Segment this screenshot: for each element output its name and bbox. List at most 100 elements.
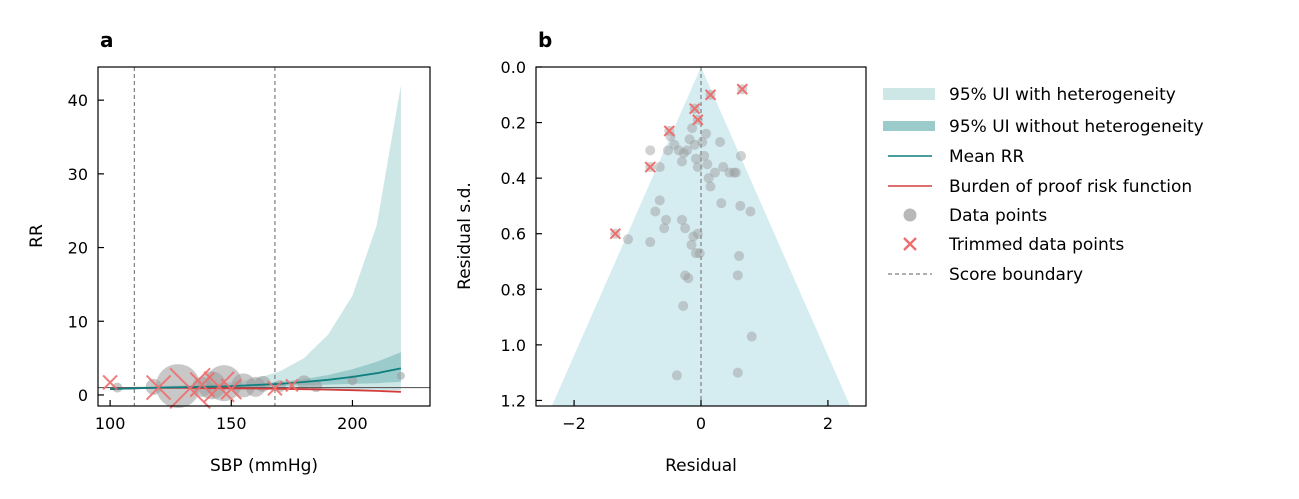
chart-b-panel-label: b — [538, 28, 552, 52]
chart-b: b −2 0 2 0.0 0.2 0.4 0.6 0.8 1.0 1.2 Residual Re… — [455, 28, 867, 476]
chart-b-data-point-18 — [703, 173, 714, 184]
chart-b-x-axis: −2 0 2 — [562, 400, 833, 433]
chart-a-y-tick-label-4: 40 — [68, 91, 88, 110]
chart-b-data-point-9 — [684, 134, 695, 145]
chart-a-y-axis-label: RR — [27, 224, 47, 248]
chart-b-data-point-6 — [676, 156, 687, 167]
chart-b-data-point-44 — [683, 273, 694, 284]
legend-swatch-ui-with-heterogeneity — [883, 88, 935, 100]
chart-b-y-tick-label-3: 0.6 — [501, 225, 526, 244]
chart-b-data-point-34 — [692, 228, 703, 239]
chart-a-x-tick-label-2: 200 — [337, 414, 368, 433]
chart-b-data-point-24 — [729, 167, 739, 178]
legend-label-data-points: Data points — [949, 206, 1047, 226]
legend-swatch-data-points — [903, 208, 917, 222]
chart-a-y-tick-label-2: 20 — [68, 239, 88, 258]
chart-b-y-tick-label-4: 0.8 — [501, 280, 526, 299]
chart-a-trimmed-point-0 — [102, 374, 118, 391]
legend: 95% UI with heterogeneity 95% UI without… — [883, 85, 1204, 285]
chart-b-trimmed-point-6 — [609, 228, 622, 240]
chart-b-trimmed-point-1 — [704, 89, 717, 101]
legend-label-trimmed-points: Trimmed data points — [948, 235, 1124, 255]
chart-b-data-point-26 — [735, 150, 746, 161]
chart-b-data-point-39 — [735, 200, 746, 211]
chart-a-x-tick-label-1: 150 — [216, 414, 247, 433]
chart-b-data-point-30 — [650, 206, 661, 217]
chart-b-data-point-47 — [623, 234, 634, 245]
chart-b-data-point-28 — [659, 223, 670, 234]
chart-b-data-point-48 — [746, 331, 757, 342]
chart-b-data-point-20 — [709, 167, 720, 178]
chart-b-y-tick-label-1: 0.2 — [501, 114, 526, 133]
chart-b-data-point-31 — [676, 214, 687, 225]
chart-b-y-axis-label: Residual s.d. — [455, 182, 475, 290]
legend-swatch-trimmed-points — [903, 237, 917, 251]
chart-b-x-tick-label-0: −2 — [562, 414, 586, 433]
chart-a-trimmed-point-5 — [220, 378, 242, 400]
chart-a-data-point-13 — [396, 371, 405, 380]
chart-a-trimmed-point-1 — [145, 374, 172, 401]
chart-b-data-point-1 — [654, 162, 665, 173]
chart-a-trimmed-point-4 — [203, 371, 235, 403]
chart-b-data-point-45 — [678, 300, 689, 311]
chart-b-data-point-49 — [671, 370, 682, 381]
chart-b-y-axis: 0.0 0.2 0.4 0.6 0.8 1.0 1.2 — [501, 58, 542, 410]
chart-b-data-point-27 — [661, 214, 672, 225]
legend-label-burden-of-proof: Burden of proof risk function — [949, 177, 1192, 197]
chart-b-data-point-5 — [673, 145, 684, 156]
chart-b-data-point-16 — [701, 128, 712, 139]
legend-label-ui-without-heterogeneity: 95% UI without heterogeneity — [949, 117, 1204, 137]
chart-a-y-tick-label-0: 0 — [78, 386, 88, 405]
chart-b-data-point-33 — [688, 231, 699, 242]
chart-b-data-point-4 — [669, 139, 680, 150]
chart-b-y-tick-label-2: 0.4 — [501, 169, 526, 188]
chart-b-data-point-13 — [692, 162, 703, 173]
chart-b-trimmed-point-4 — [663, 125, 675, 137]
chart-b-plot-area — [551, 67, 851, 406]
chart-b-data-point-29 — [654, 195, 665, 206]
chart-b-data-point-32 — [680, 223, 691, 234]
chart-b-x-tick-label-1: 0 — [696, 414, 706, 433]
chart-b-x-tick-label-2: 2 — [823, 414, 833, 433]
chart-a-y-tick-label-1: 10 — [68, 312, 88, 331]
chart-b-trimmed-point-3 — [692, 114, 704, 126]
chart-a-trimmed-point-2 — [169, 367, 211, 410]
chart-a-trimmed-point-7 — [285, 378, 299, 393]
chart-b-data-point-21 — [715, 137, 726, 148]
chart-b-data-point-0 — [645, 145, 656, 156]
chart-b-y-tick-label-5: 1.0 — [501, 336, 526, 355]
chart-b-trimmed-point-2 — [688, 102, 701, 115]
chart-b-data-point-35 — [686, 239, 697, 250]
chart-a-x-tick-label-0: 100 — [95, 414, 126, 433]
chart-a-frame — [97, 66, 431, 407]
chart-b-data-point-14 — [697, 137, 708, 148]
legend-label-ui-with-heterogeneity: 95% UI with heterogeneity — [949, 85, 1176, 105]
chart-b-data-point-17 — [702, 159, 713, 170]
chart-b-data-point-36 — [690, 248, 701, 259]
chart-b-data-point-25 — [730, 167, 741, 178]
chart-b-data-point-7 — [678, 148, 689, 159]
chart-b-x-axis-label: Residual — [665, 456, 737, 476]
chart-a-x-axis-label: SBP (mmHg) — [210, 456, 318, 476]
chart-b-trimmed-point-0 — [736, 83, 748, 95]
chart-b-data-point-10 — [687, 123, 698, 134]
legend-label-score-boundary: Score boundary — [949, 265, 1083, 285]
chart-b-data-point-19 — [705, 181, 716, 192]
chart-b-data-point-42 — [732, 270, 743, 281]
chart-b-data-point-22 — [718, 162, 729, 173]
legend-swatch-ui-without-heterogeneity — [883, 121, 935, 131]
chart-b-data-point-41 — [734, 250, 745, 261]
chart-b-data-point-23 — [724, 167, 735, 178]
legend-label-mean-rr: Mean RR — [949, 147, 1025, 167]
chart-b-data-point-2 — [663, 145, 673, 156]
chart-a-y-axis: 0 10 20 30 40 — [68, 91, 104, 405]
chart-a-plot-area — [98, 67, 430, 410]
chart-b-y-tick-label-6: 1.2 — [501, 391, 526, 410]
chart-a-x-axis: 100 150 200 — [95, 400, 368, 433]
chart-b-data-point-8 — [682, 145, 693, 156]
chart-b-data-point-11 — [689, 139, 700, 150]
chart-b-data-point-12 — [690, 153, 701, 164]
chart-b-data-point-38 — [716, 198, 727, 209]
chart-a: a 100 150 200 0 10 20 30 40 SBP (mmHg) RR — [27, 28, 431, 476]
